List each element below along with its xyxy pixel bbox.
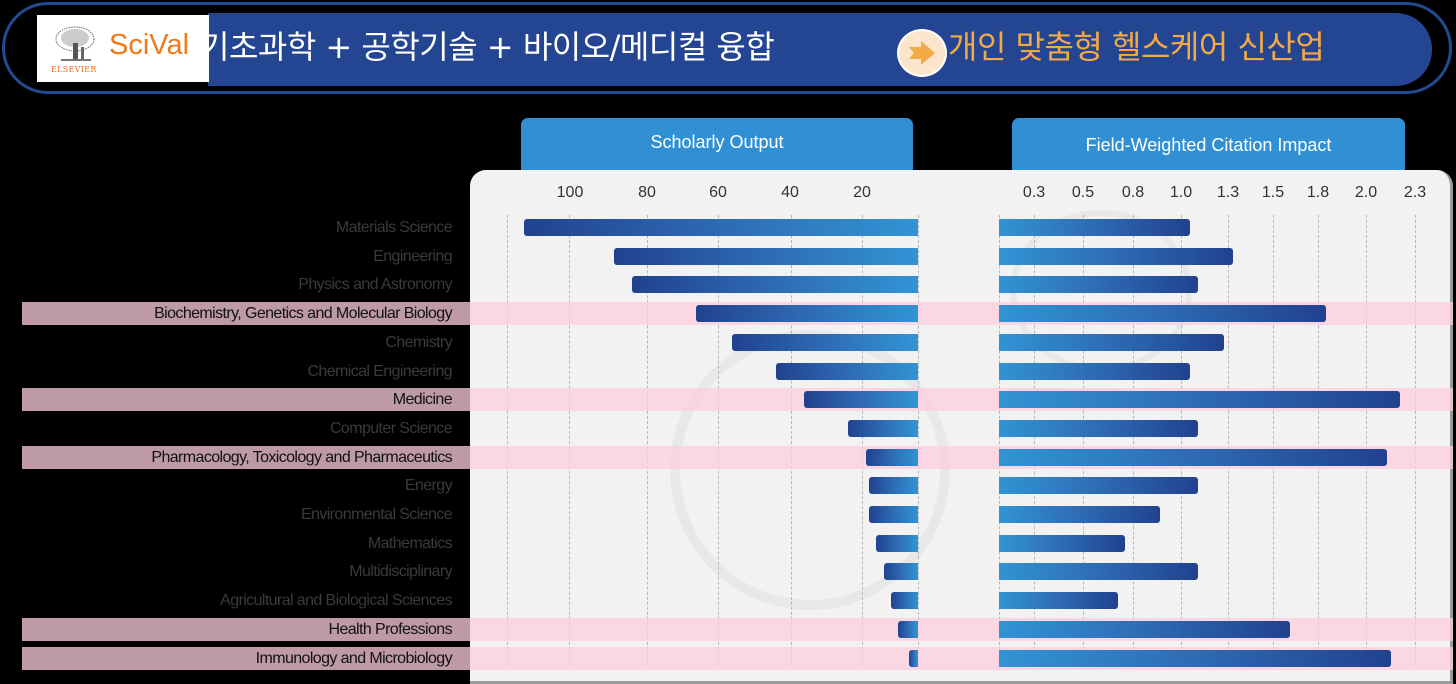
axis-tick: 20 bbox=[853, 184, 871, 201]
gridline bbox=[862, 215, 863, 665]
scholarly-output-bar bbox=[876, 534, 918, 552]
fwci-bar bbox=[999, 506, 1161, 523]
category-label: Materials Science bbox=[335, 219, 453, 236]
scholarly-output-bar bbox=[732, 333, 918, 351]
axis-tick: 0.3 bbox=[1022, 184, 1046, 201]
scival-wordmark: SciVal bbox=[109, 29, 190, 61]
gridline bbox=[647, 215, 648, 665]
gridline bbox=[999, 215, 1000, 665]
category-label: Computer Science bbox=[329, 419, 453, 437]
scholarly-output-bar bbox=[804, 391, 918, 409]
category-label: Agricultural and Biological Sciences bbox=[220, 592, 452, 610]
gridline bbox=[1181, 215, 1182, 665]
gridline bbox=[1366, 215, 1367, 665]
category-label: Engineering bbox=[373, 247, 452, 265]
fwci-bar bbox=[999, 305, 1326, 323]
fwci-bar bbox=[999, 563, 1198, 581]
scholarly-output-bar bbox=[908, 649, 918, 667]
scholarly-output-bar bbox=[869, 506, 918, 523]
scholarly-output-header: Scholarly Output bbox=[521, 118, 913, 170]
axis-tick: 2.0 bbox=[1354, 184, 1378, 201]
fwci-header: Field-Weighted Citation Impact bbox=[1012, 118, 1405, 170]
axis-tick: 0.8 bbox=[1121, 184, 1145, 201]
scholarly-output-bar bbox=[883, 563, 918, 581]
fwci-bar bbox=[999, 534, 1126, 552]
gridline bbox=[1415, 215, 1416, 665]
category-label: Immunology and Microbiology bbox=[255, 649, 453, 667]
fwci-bar bbox=[999, 477, 1198, 495]
fwci-bar bbox=[999, 333, 1224, 351]
fwci-bar bbox=[999, 276, 1198, 294]
gridline bbox=[1133, 215, 1134, 665]
fwci-bar bbox=[999, 362, 1191, 380]
gridline bbox=[569, 215, 570, 665]
category-label: Multidisciplinary bbox=[349, 563, 452, 581]
scholarly-output-bar bbox=[775, 362, 918, 380]
gridline bbox=[791, 215, 792, 665]
scholarly-output-bar bbox=[847, 419, 918, 437]
fwci-bar bbox=[999, 219, 1191, 236]
fwci-bar bbox=[999, 448, 1387, 466]
category-label: Health Professions bbox=[328, 620, 453, 638]
banner-outline bbox=[2, 2, 1452, 94]
axis-tick: 1.0 bbox=[1169, 184, 1193, 201]
category-label: Physics and Astronomy bbox=[298, 276, 452, 294]
axis-tick: 60 bbox=[709, 184, 727, 201]
scholarly-output-bar bbox=[631, 276, 918, 294]
category-label: Biochemistry, Genetics and Molecular Bio… bbox=[154, 305, 452, 323]
scholarly-output-bar bbox=[523, 219, 918, 236]
axis-tick: 2.3 bbox=[1403, 184, 1427, 201]
scholarly-output-bar bbox=[696, 305, 918, 323]
fwci-bar bbox=[999, 592, 1118, 610]
axis-tick: 1.3 bbox=[1216, 184, 1240, 201]
elsevier-tree-icon bbox=[55, 26, 95, 61]
gridline bbox=[718, 215, 719, 665]
scival-logo: ELSEVIER SciVal bbox=[37, 15, 209, 82]
scholarly-output-bar bbox=[869, 477, 918, 495]
gridline bbox=[918, 215, 919, 665]
gridline bbox=[1228, 215, 1229, 665]
banner-title-left: 기초과학 + 공학기술 + 바이오/메디컬 융합 bbox=[200, 28, 775, 66]
category-label: Chemical Engineering bbox=[307, 362, 452, 380]
axis-tick: 40 bbox=[781, 184, 799, 201]
fwci-bar bbox=[999, 247, 1233, 265]
scholarly-output-bar bbox=[613, 247, 918, 265]
right-arrow-icon bbox=[897, 29, 947, 77]
axis-tick: 100 bbox=[556, 184, 584, 201]
category-label: Medicine bbox=[392, 391, 453, 409]
category-label: Mathematics bbox=[367, 534, 453, 552]
gridline bbox=[1034, 215, 1035, 665]
category-label: Environmental Science bbox=[300, 506, 453, 523]
gridline bbox=[1273, 215, 1274, 665]
scholarly-output-bar bbox=[890, 592, 918, 610]
axis-tick: 1.5 bbox=[1261, 184, 1285, 201]
scholarly-output-bar bbox=[865, 448, 918, 466]
category-label: Pharmacology, Toxicology and Pharmaceuti… bbox=[151, 448, 452, 466]
axis-tick: 80 bbox=[638, 184, 656, 201]
axis-tick: 1.8 bbox=[1306, 184, 1330, 201]
gridline bbox=[1083, 215, 1084, 665]
category-label: Chemistry bbox=[385, 333, 452, 351]
category-label: Energy bbox=[404, 477, 453, 495]
fwci-bar bbox=[999, 391, 1400, 409]
banner bbox=[208, 13, 1432, 86]
elsevier-wordmark: ELSEVIER bbox=[51, 65, 97, 74]
banner-title-right: 개인 맞춤형 헬스케어 신산업 bbox=[948, 28, 1325, 66]
gridline bbox=[507, 215, 508, 665]
scholarly-output-bar bbox=[898, 620, 918, 638]
fwci-bar bbox=[999, 419, 1198, 437]
fwci-bar bbox=[999, 620, 1291, 638]
fwci-bar bbox=[999, 649, 1391, 667]
axis-tick: 0.5 bbox=[1071, 184, 1095, 201]
gridline bbox=[1318, 215, 1319, 665]
